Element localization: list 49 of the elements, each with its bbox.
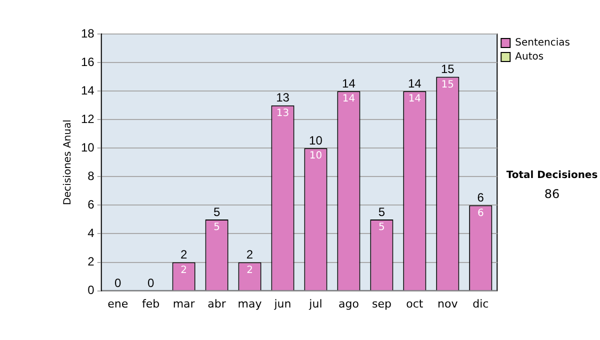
text: Total Decisiones xyxy=(505,170,599,181)
x-tick-label: nov xyxy=(438,297,458,310)
y-tick-label: 14 xyxy=(80,83,95,98)
x-tick-label: abr xyxy=(208,297,226,310)
data-label: 6 xyxy=(477,208,484,219)
total-label: 0 xyxy=(114,276,122,290)
y-tick-label: 10 xyxy=(80,140,95,154)
x-tick-label: may xyxy=(238,297,262,310)
y-tick-label: 12 xyxy=(80,112,95,126)
data-label: 15 xyxy=(441,79,454,90)
data-label: 2 xyxy=(180,264,187,276)
data-label: 10 xyxy=(309,150,322,162)
total-label: 6 xyxy=(477,190,484,205)
total-label: 14 xyxy=(342,76,356,90)
y-tick-label: 0 xyxy=(88,283,95,298)
data-label: 14 xyxy=(408,94,422,105)
text: 86 xyxy=(543,187,561,201)
y-axis-title: Decisiones Anual xyxy=(62,120,74,206)
data-label: 5 xyxy=(378,222,385,234)
total-label: 2 xyxy=(246,248,254,262)
legend-label: Sentencias xyxy=(515,38,570,49)
legend-label: Autos xyxy=(515,52,544,63)
total-label: 13 xyxy=(276,90,290,105)
x-tick-label: sep xyxy=(372,297,392,310)
total-label: 0 xyxy=(147,276,154,290)
data-label: 13 xyxy=(276,108,290,119)
x-tick-label: jul xyxy=(308,297,322,310)
y-tick-label: 4 xyxy=(88,226,95,240)
y-tick-label: 6 xyxy=(88,198,95,212)
total-label: 5 xyxy=(213,204,220,219)
x-tick-label: ene xyxy=(108,297,128,310)
total-label: 5 xyxy=(378,204,386,219)
data-label: 14 xyxy=(342,94,356,105)
total-label: 15 xyxy=(440,62,455,76)
y-tick-label: 18 xyxy=(80,26,95,40)
data-label: 2 xyxy=(246,264,253,276)
total-label: 10 xyxy=(309,133,323,148)
y-tick-label: 8 xyxy=(88,168,95,183)
x-tick-label: mar xyxy=(172,297,196,310)
data-label: 5 xyxy=(214,222,220,234)
x-tick-label: feb xyxy=(142,297,160,310)
total-label: 2 xyxy=(180,248,188,262)
x-tick-label: ago xyxy=(338,297,360,310)
y-tick-label: 16 xyxy=(80,54,95,69)
x-tick-label: dic xyxy=(472,297,489,310)
total-label: 14 xyxy=(408,76,422,90)
x-tick-label: jun xyxy=(273,297,292,310)
y-tick-label: 2 xyxy=(88,254,95,269)
x-tick-label: oct xyxy=(406,297,424,310)
